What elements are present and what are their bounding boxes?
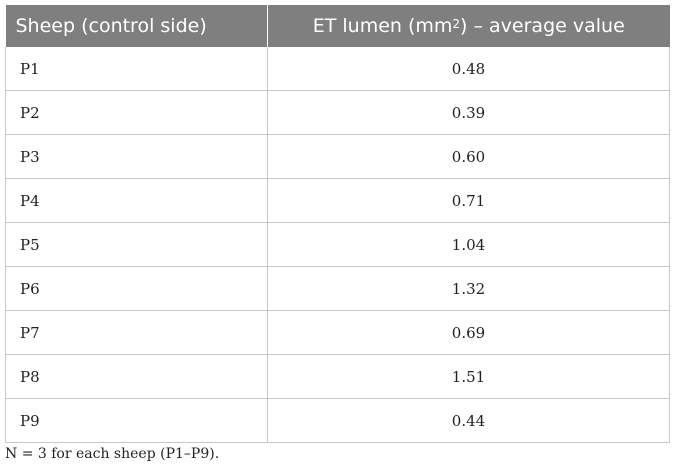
table-row: P3 0.60 <box>5 134 670 179</box>
cell-sheep: P2 <box>5 90 268 135</box>
table-row: P7 0.69 <box>5 310 670 355</box>
table-row: P8 1.51 <box>5 354 670 399</box>
cell-value: 1.32 <box>267 266 670 311</box>
cell-value: 0.48 <box>267 47 670 91</box>
cell-sheep: P5 <box>5 222 268 267</box>
table-row: P1 0.48 <box>5 47 670 91</box>
table-row: P9 0.44 <box>5 398 670 443</box>
table-footnote: N = 3 for each sheep (P1–P9). <box>5 446 220 462</box>
header-et-lumen-sup: 2 <box>452 17 461 31</box>
table-header: Sheep (control side) ET lumen (mm2) – av… <box>5 5 670 47</box>
cell-value: 1.04 <box>267 222 670 267</box>
table-body: P1 0.48 P2 0.39 P3 0.60 P4 0.71 P5 1.04 … <box>5 47 670 443</box>
table-row: P6 1.32 <box>5 266 670 311</box>
header-sheep: Sheep (control side) <box>5 5 268 47</box>
cell-value: 0.69 <box>267 310 670 355</box>
cell-value: 0.71 <box>267 178 670 223</box>
cell-sheep: P7 <box>5 310 268 355</box>
table-row: P4 0.71 <box>5 178 670 223</box>
data-table-container: Sheep (control side) ET lumen (mm2) – av… <box>5 5 670 443</box>
cell-sheep: P3 <box>5 134 268 179</box>
header-row: Sheep (control side) ET lumen (mm2) – av… <box>5 5 670 47</box>
cell-sheep: P6 <box>5 266 268 311</box>
cell-sheep: P9 <box>5 398 268 443</box>
cell-value: 0.44 <box>267 398 670 443</box>
header-et-lumen-suffix: ) – average value <box>460 15 625 37</box>
cell-value: 0.39 <box>267 90 670 135</box>
cell-sheep: P1 <box>5 47 268 91</box>
table-row: P2 0.39 <box>5 90 670 135</box>
cell-sheep: P8 <box>5 354 268 399</box>
header-et-lumen: ET lumen (mm2) – average value <box>267 5 670 47</box>
cell-sheep: P4 <box>5 178 268 223</box>
et-lumen-table: Sheep (control side) ET lumen (mm2) – av… <box>5 5 670 443</box>
cell-value: 0.60 <box>267 134 670 179</box>
cell-value: 1.51 <box>267 354 670 399</box>
header-et-lumen-prefix: ET lumen (mm <box>312 15 453 37</box>
table-row: P5 1.04 <box>5 222 670 267</box>
